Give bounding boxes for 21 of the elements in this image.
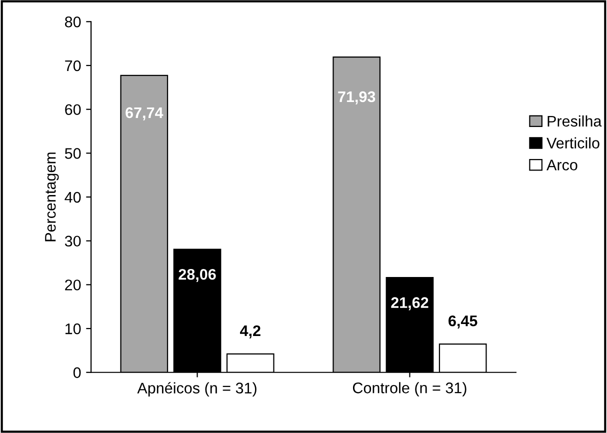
y-tick-label: 30 — [64, 236, 81, 247]
data-label: 4,2 — [240, 325, 260, 338]
data-label: 71,93 — [338, 91, 376, 104]
legend-label: Presilha — [548, 115, 602, 127]
x-tick-label: Apnéicos (n = 31) — [137, 382, 256, 397]
y-tick-label: 60 — [65, 104, 81, 116]
y-tick-label: 50 — [64, 148, 81, 159]
legend-label: Verticilo — [546, 137, 600, 149]
x-tick-label: Controle (n = 31) — [352, 382, 466, 396]
y-tick-label: 10 — [66, 323, 81, 334]
y-tick-label: 40 — [64, 192, 81, 203]
y-tick-label: 20 — [65, 280, 81, 290]
y-axis-title: Percentagem — [45, 152, 59, 242]
y-tick-label: 0 — [73, 367, 81, 378]
legend-label: Arco — [546, 160, 578, 170]
data-label: 6,45 — [448, 315, 478, 328]
y-tick-label: 70 — [65, 60, 81, 72]
data-label: 21,62 — [391, 297, 428, 310]
y-tick-label: 80 — [65, 16, 81, 28]
data-label: 67,74 — [126, 107, 164, 120]
data-label: 28,06 — [178, 268, 216, 282]
